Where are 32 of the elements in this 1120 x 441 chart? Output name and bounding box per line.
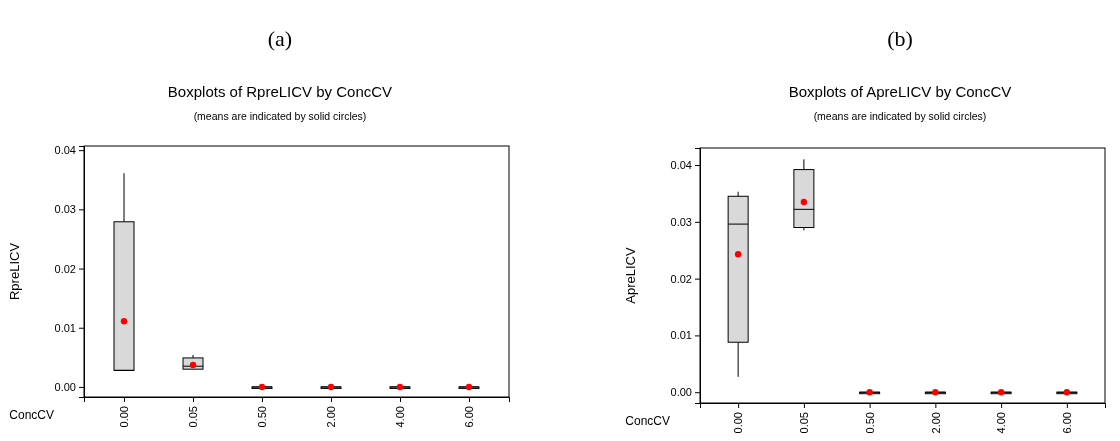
text: (b) xyxy=(887,26,913,51)
text: (a) xyxy=(267,26,293,51)
x-axis-title: ConcCV xyxy=(625,414,670,428)
x-tick-label: 0.50 xyxy=(256,406,269,428)
y-tick-label: 0.03 xyxy=(54,203,76,216)
x-tick-label: 2.00 xyxy=(929,412,942,434)
y-tick-label: 0.02 xyxy=(670,272,692,285)
y-axis-title: ApreLICV xyxy=(623,247,638,304)
x-tick-label: 4.00 xyxy=(995,412,1008,434)
chart-subtitle: (means are indicated by solid circles) xyxy=(813,110,987,122)
x-tick-label: 4.00 xyxy=(394,406,407,428)
x-tick-label: 2.00 xyxy=(325,406,338,428)
x-tick-label: 0.00 xyxy=(118,406,131,428)
y-tick-label: 0.01 xyxy=(670,329,692,342)
y-axis-title: RpreLICV xyxy=(7,242,22,301)
y-tick-label: 0.00 xyxy=(670,386,692,399)
x-tick-label: 6.00 xyxy=(463,406,476,428)
x-tick-label: 0.00 xyxy=(732,412,745,434)
y-tick-label: 0.03 xyxy=(670,215,692,228)
chart-subtitle: (means are indicated by solid circles) xyxy=(193,110,367,122)
y-tick-label: 0.00 xyxy=(54,380,76,393)
y-tick-label: 0.02 xyxy=(54,262,76,275)
x-tick-label: 0.05 xyxy=(187,406,200,428)
chart-title: Boxplots of ApreLICV by ConcCV xyxy=(788,83,1012,100)
x-tick-label: 6.00 xyxy=(1061,412,1074,434)
x-tick-label: 0.05 xyxy=(798,412,811,434)
chart-title: Boxplots of RpreLICV by ConcCV xyxy=(167,83,393,100)
y-tick-label: 0.01 xyxy=(54,321,76,334)
x-tick-label: 0.50 xyxy=(863,412,876,434)
x-axis-title: ConcCV xyxy=(9,408,54,422)
y-tick-label: 0.04 xyxy=(54,144,76,157)
y-tick-label: 0.04 xyxy=(670,159,692,172)
